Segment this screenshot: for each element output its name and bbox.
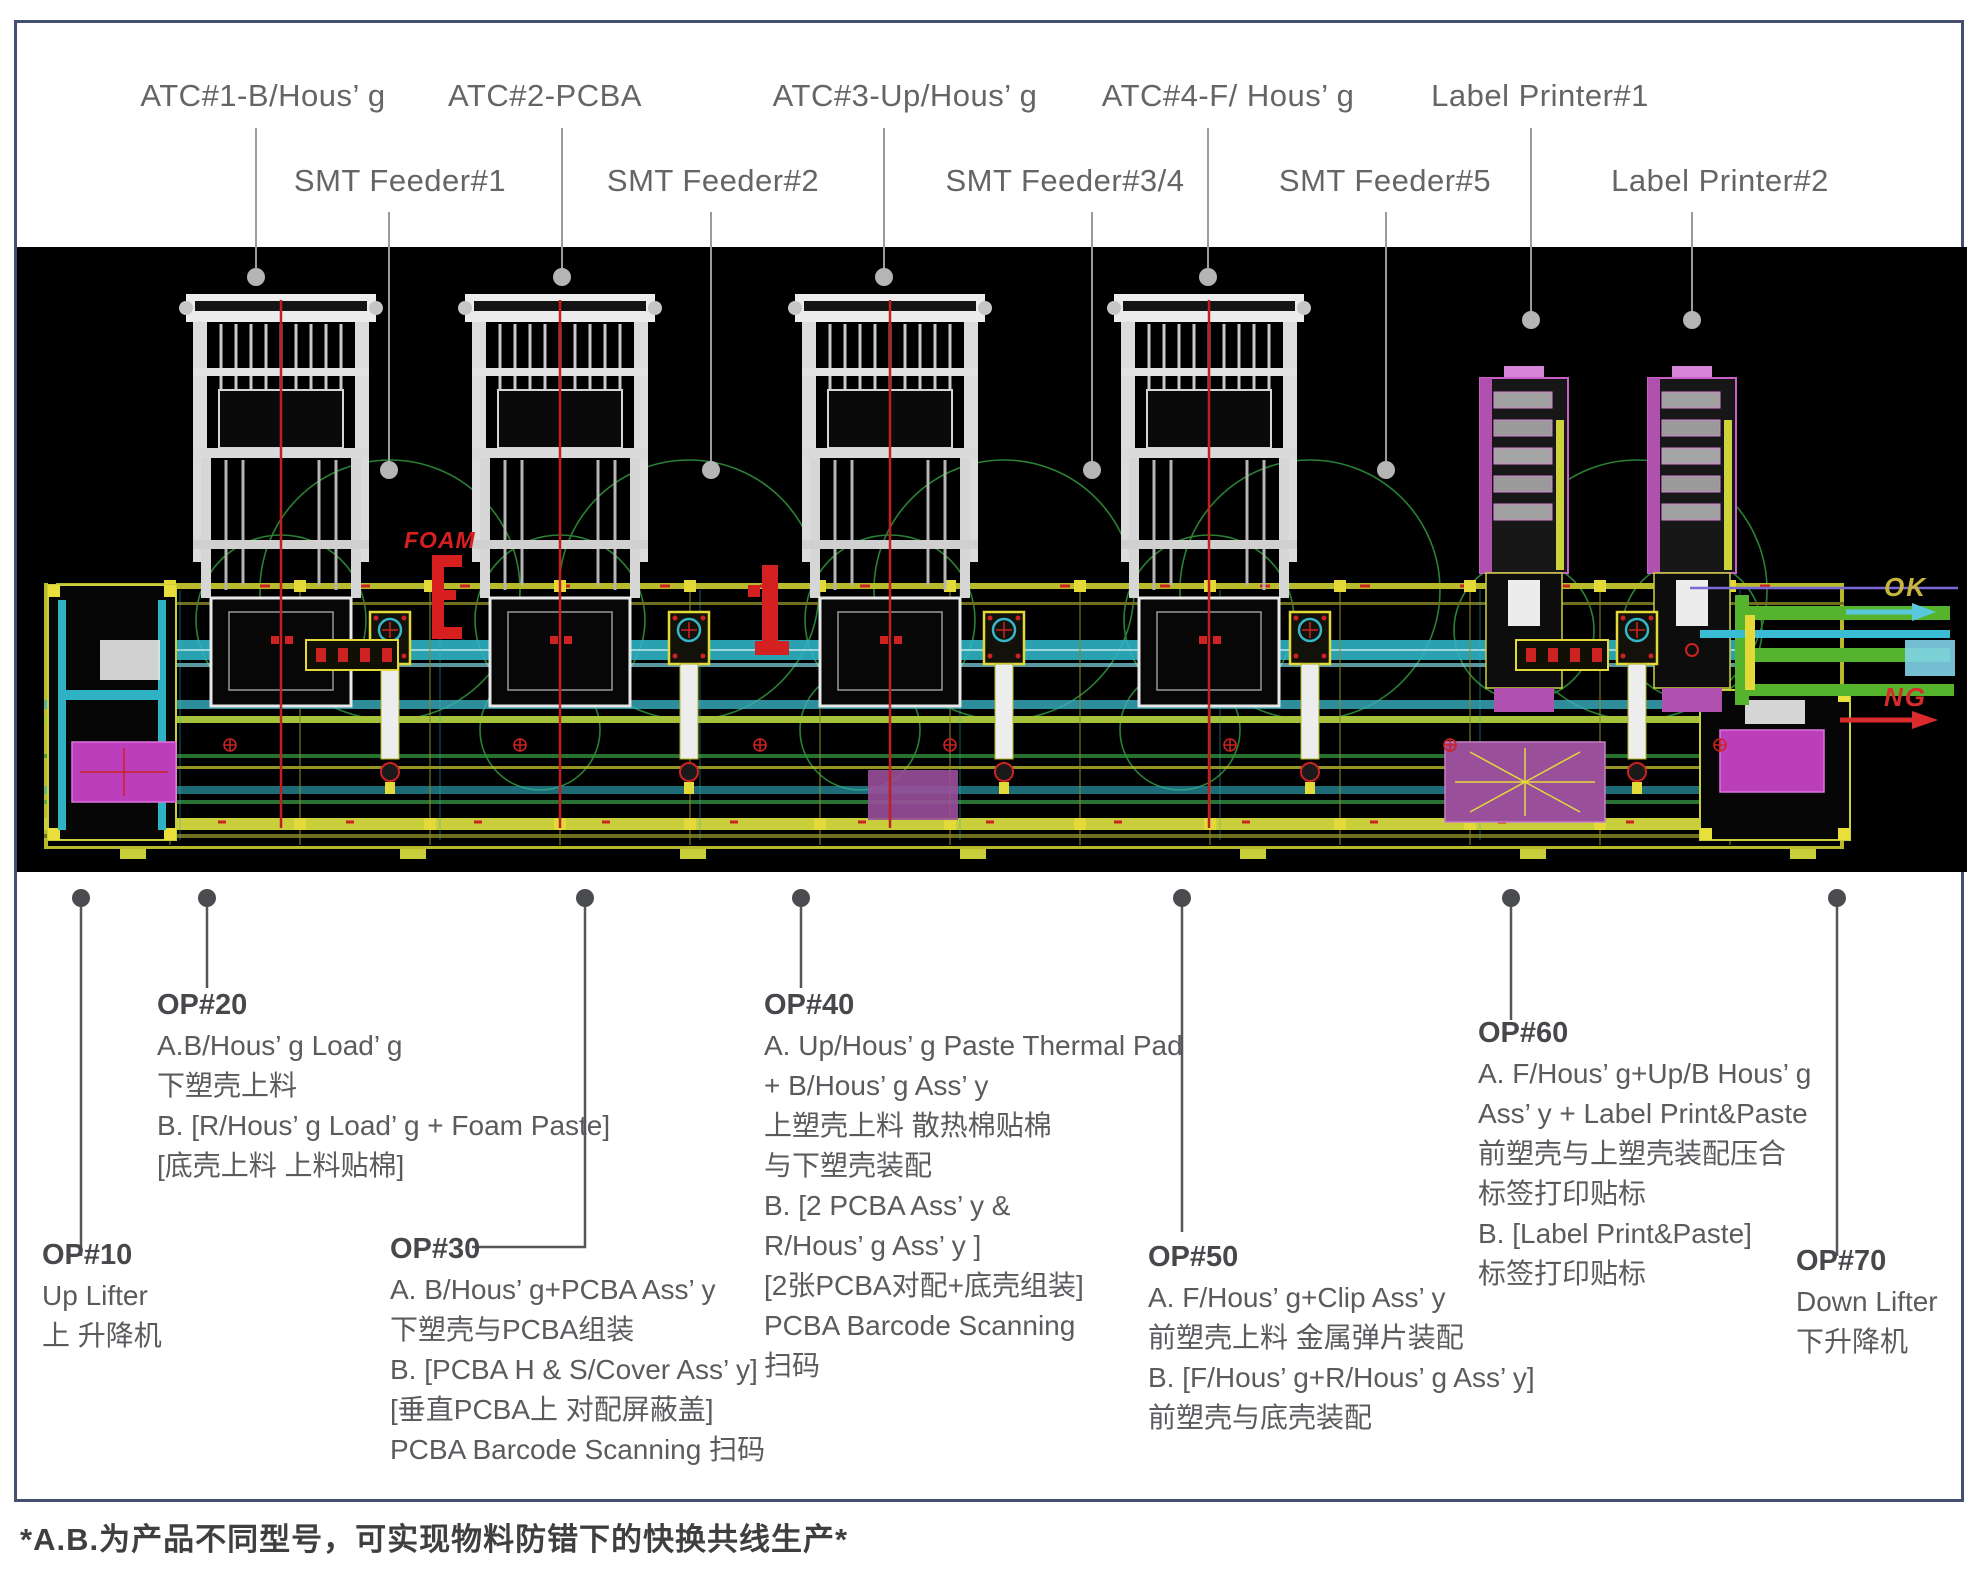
lamp-box xyxy=(305,639,399,671)
op-line: PCBA Barcode Scanning 扫码 xyxy=(390,1434,766,1465)
top-leader-dots xyxy=(247,268,1701,479)
op-title: OP#60 xyxy=(1478,1017,1569,1049)
exit-conveyor: OK NG xyxy=(1690,572,1958,729)
op-line: 前塑壳与底壳装配 xyxy=(1148,1402,1373,1433)
red-fixture xyxy=(748,565,789,655)
label-atc4: ATC#4-F/ Hous’ g xyxy=(1101,78,1355,113)
footnote: *A.B.为产品不同型号，可实现物料防错下的快换共线生产* xyxy=(20,1522,849,1557)
label-smt-feeder2: SMT Feeder#2 xyxy=(606,163,820,198)
op-line: A.B/Hous’ g Load’ g xyxy=(157,1030,403,1061)
op60-callout: OP#60 A. F/Hous’ g+Up/B Hous’ g Ass’ y +… xyxy=(1478,1016,1811,1294)
top-leader-lines xyxy=(255,128,1693,470)
op-line: [垂直PCBA上 对配屏蔽盖] xyxy=(390,1394,714,1425)
station-block-purple xyxy=(868,770,958,820)
op-line: B. [F/Hous’ g+R/Hous’ g Ass’ y] xyxy=(1148,1362,1535,1393)
op-line: Ass’ y + Label Print&Paste xyxy=(1478,1098,1808,1129)
up-lifter-module xyxy=(47,584,177,841)
label-atc2: ATC#2-PCBA xyxy=(448,78,642,113)
op-line: 前塑壳上料 金属弹片装配 xyxy=(1148,1322,1464,1353)
op-line: 下升降机 xyxy=(1796,1326,1909,1357)
op-line: 扫码 xyxy=(764,1350,821,1381)
op-title: OP#40 xyxy=(764,989,855,1021)
op-line: B. [Label Print&Paste] xyxy=(1478,1218,1752,1249)
label-printer1: Label Printer#1 xyxy=(1431,78,1649,113)
op10-callout: OP#10 Up Lifter 上 升降机 xyxy=(42,1238,162,1356)
down-lifter-module xyxy=(1699,689,1851,841)
op-title: OP#50 xyxy=(1148,1241,1239,1273)
op-line: 下塑壳上料 xyxy=(157,1070,298,1101)
op-line: A. F/Hous’ g+Up/B Hous’ g xyxy=(1478,1058,1812,1089)
label-atc3: ATC#3-Up/Hous’ g xyxy=(772,78,1038,113)
op-line: B. [R/Hous’ g Load’ g + Foam Paste] xyxy=(157,1110,611,1141)
op-leader-lines xyxy=(79,898,1839,1256)
red-fittings xyxy=(223,738,1727,752)
op-title: OP#70 xyxy=(1796,1245,1887,1277)
op-line: 下塑壳与PCBA组装 xyxy=(390,1314,635,1345)
op20-callout: OP#20 A.B/Hous’ g Load’ g 下塑壳上料 B. [R/Ho… xyxy=(157,988,610,1186)
label-printer2: Label Printer#2 xyxy=(1611,163,1829,198)
op-title: OP#10 xyxy=(42,1239,133,1271)
op-line: PCBA Barcode Scanning xyxy=(764,1310,1076,1341)
label-smt-feeder3-4: SMT Feeder#3/4 xyxy=(945,163,1185,198)
ok-label: OK xyxy=(1884,572,1927,602)
op-line: A. Up/Hous’ g Paste Thermal Pad xyxy=(764,1030,1183,1061)
ng-label: NG xyxy=(1884,682,1927,712)
op40-callout: OP#40 A. Up/Hous’ g Paste Thermal Pad + … xyxy=(764,988,1183,1386)
op-line: R/Hous’ g Ass’ y ] xyxy=(764,1230,982,1261)
op-line: A. B/Hous’ g+PCBA Ass’ y xyxy=(390,1274,716,1305)
op-line: [2张PCBA对配+底壳组装] xyxy=(764,1270,1084,1301)
op-line: 前塑壳与上塑壳装配压合 xyxy=(1478,1138,1787,1169)
foam-unit: FOAM xyxy=(404,527,476,639)
cad-black-band: FOAM OK xyxy=(17,247,1967,872)
op-line: 与下塑壳装配 xyxy=(764,1150,933,1181)
op-line: B. [PCBA H & S/Cover Ass’ y] xyxy=(390,1354,758,1385)
lamp-box xyxy=(1515,639,1609,671)
op-line: 标签打印贴标 xyxy=(1478,1178,1647,1209)
press-station-detail xyxy=(1455,748,1595,816)
foam-label: FOAM xyxy=(404,527,476,553)
op70-callout: OP#70 Down Lifter 下升降机 xyxy=(1796,1244,1938,1362)
op-line: + B/Hous’ g Ass’ y xyxy=(764,1070,989,1101)
op-line: 标签打印贴标 xyxy=(1478,1258,1647,1289)
label-atc1: ATC#1-B/Hous’ g xyxy=(140,78,386,113)
label-printer2-machine xyxy=(1647,365,1737,713)
op50-callout: OP#50 A. F/Hous’ g+Clip Ass’ y 前塑壳上料 金属弹… xyxy=(1148,1240,1535,1438)
label-smt-feeder5: SMT Feeder#5 xyxy=(1278,163,1492,198)
op-line: B. [2 PCBA Ass’ y & xyxy=(764,1190,1011,1221)
op-title: OP#20 xyxy=(157,989,248,1021)
op-line: Up Lifter xyxy=(42,1280,148,1311)
op-line: Down Lifter xyxy=(1796,1286,1938,1317)
op-line: 上 升降机 xyxy=(42,1320,162,1351)
op-line: A. F/Hous’ g+Clip Ass’ y xyxy=(1148,1282,1446,1313)
label-smt-feeder1: SMT Feeder#1 xyxy=(293,163,507,198)
op-title: OP#30 xyxy=(390,1233,481,1265)
op-line: 上塑壳上料 散热棉贴棉 xyxy=(764,1110,1052,1141)
op-line: [底壳上料 上料贴棉] xyxy=(157,1150,405,1181)
op30-callout: OP#30 A. B/Hous’ g+PCBA Ass’ y 下塑壳与PCBA组… xyxy=(390,1232,765,1470)
op-leader-dots xyxy=(72,889,1846,907)
